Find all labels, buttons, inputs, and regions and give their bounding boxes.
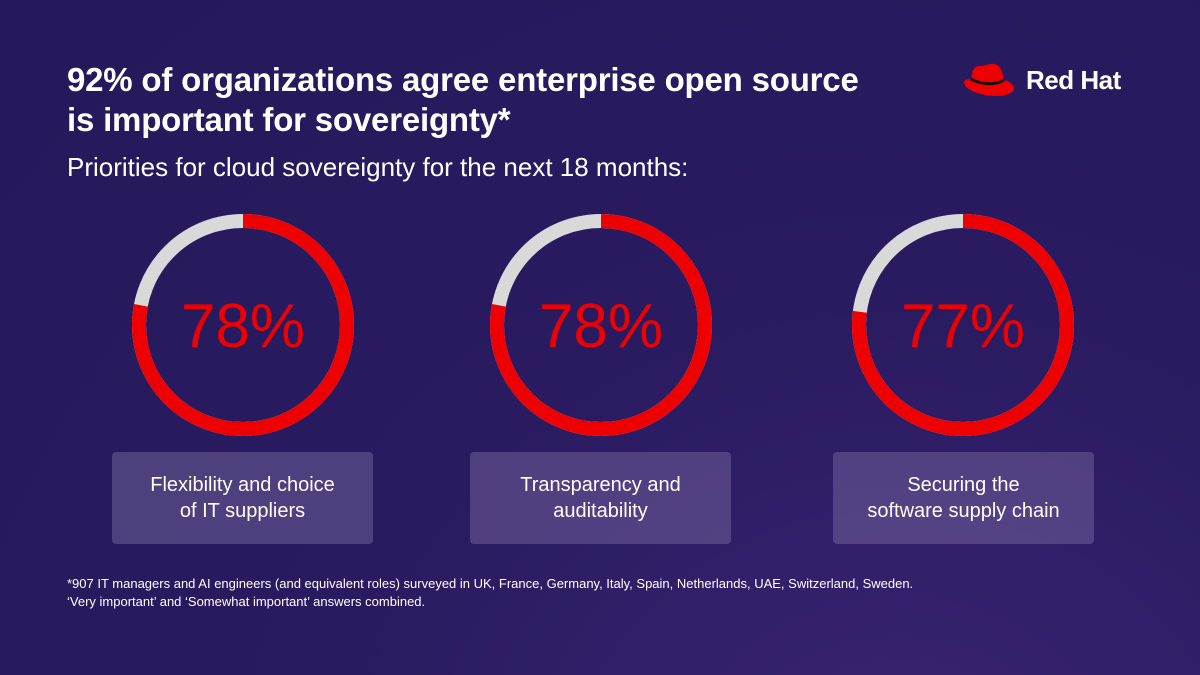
footnote-line-1: *907 IT managers and AI engineers (and e…	[67, 576, 914, 591]
footnote-line-2: ‘Very important’ and ‘Somewhat important…	[67, 594, 426, 609]
footnote: *907 IT managers and AI engineers (and e…	[67, 575, 1147, 611]
chart-subtitle: Priorities for cloud sovereignty for the…	[67, 152, 689, 182]
priority-label-2-line1: Transparency and	[520, 474, 681, 496]
donut-1-percent-label: 78%	[181, 292, 305, 361]
priority-label-3: Securing the software supply chain	[833, 452, 1094, 544]
donut-2-percent-label: 78%	[539, 292, 663, 361]
red-hat-logo: Red Hat	[962, 60, 1121, 100]
priority-label-1-line2: of IT suppliers	[179, 500, 306, 522]
brand-name: Red Hat	[1026, 64, 1121, 95]
priority-label-2: Transparency and auditability	[470, 452, 731, 544]
priority-label-3-line2: software supply chain	[867, 500, 1060, 522]
donut-1-value-arc	[132, 214, 354, 436]
priority-label-3-line1: Securing the	[907, 474, 1020, 496]
donut-3-value-arc	[852, 214, 1074, 436]
priority-label-1-line1: Flexibility and choice	[150, 474, 335, 496]
page-title: 92% of organizations agree enterprise op…	[67, 61, 859, 138]
priority-label-1: Flexibility and choice of IT suppliers	[112, 452, 373, 544]
priority-label-2-line2: auditability	[553, 500, 648, 522]
donut-2-value-arc	[490, 214, 712, 436]
red-hat-icon	[964, 63, 1014, 96]
donut-3-percent-label: 77%	[901, 292, 1025, 361]
